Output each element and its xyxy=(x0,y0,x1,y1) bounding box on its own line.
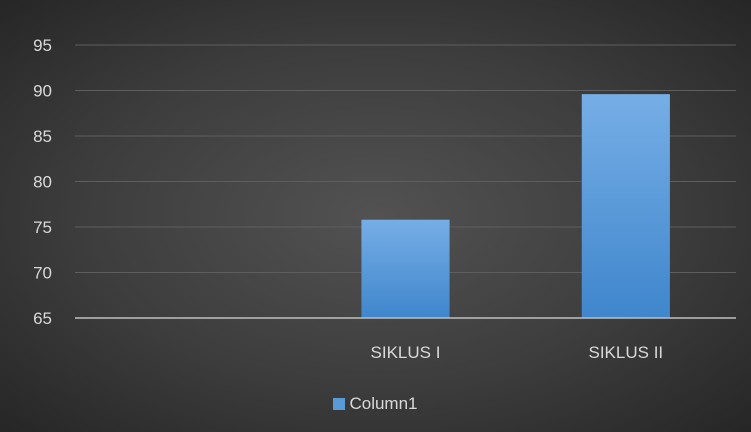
y-tick-label: 70 xyxy=(33,264,52,283)
bar-siklus-i xyxy=(361,219,450,318)
x-tick-label: SIKLUS I xyxy=(371,343,441,362)
y-tick-label: 65 xyxy=(33,309,52,328)
x-axis-ticks: SIKLUS I SIKLUS II xyxy=(371,343,664,362)
x-tick-label: SIKLUS II xyxy=(589,343,664,362)
legend-swatch xyxy=(333,398,346,410)
y-axis-ticks: 65 70 75 80 85 90 95 xyxy=(33,36,52,328)
y-tick-label: 95 xyxy=(33,36,52,55)
bar-siklus-ii xyxy=(581,94,670,318)
y-tick-label: 75 xyxy=(33,218,52,237)
legend: Column1 xyxy=(0,392,751,416)
y-tick-label: 85 xyxy=(33,127,52,146)
legend-label: Column1 xyxy=(349,394,418,413)
bars xyxy=(361,94,670,318)
y-tick-label: 80 xyxy=(33,173,52,192)
y-tick-label: 90 xyxy=(33,82,52,101)
